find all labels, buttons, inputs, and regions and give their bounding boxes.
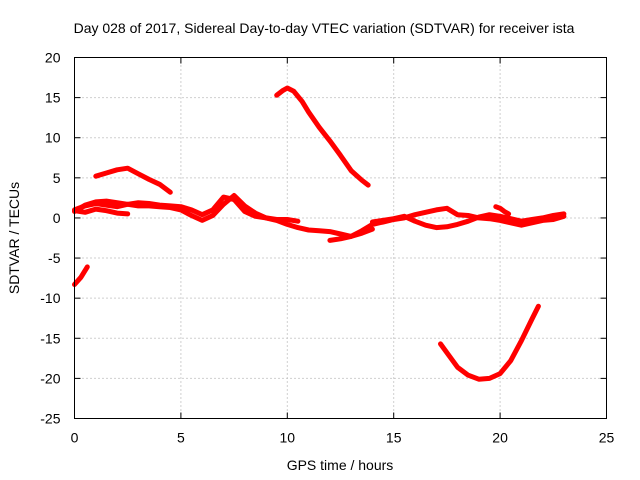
series-arc-10 — [438, 303, 541, 382]
y-tick-label: 10 — [45, 130, 61, 146]
grid — [74, 57, 607, 419]
x-tick-label: 25 — [599, 430, 615, 446]
x-tick-label: 15 — [386, 430, 402, 446]
y-tick-label: 15 — [45, 90, 61, 106]
series-arc-2 — [72, 193, 301, 224]
y-tick-label: -10 — [40, 290, 60, 306]
y-tick-label: -20 — [40, 370, 60, 386]
y-tick-label: -25 — [40, 411, 60, 427]
y-tick-label: 20 — [45, 50, 61, 66]
series-arc-3 — [72, 206, 131, 217]
series-arc-6 — [274, 85, 371, 188]
axes: 0 5 10 15 20 25 -25 -20 -15 -10 -5 0 5 10 15 20 — [40, 50, 614, 446]
y-tick-label: 5 — [53, 170, 61, 186]
x-tick-label: 20 — [492, 430, 508, 446]
series-arc-7 — [327, 205, 567, 243]
series-arc-4 — [93, 165, 173, 195]
x-tick-label: 10 — [280, 430, 296, 446]
y-tick-label: 0 — [53, 210, 61, 226]
plot-frame — [74, 57, 607, 419]
series-arc-5 — [72, 264, 90, 287]
x-tick-label: 5 — [177, 430, 185, 446]
series-arc-9 — [493, 204, 512, 217]
y-tick-label: -15 — [40, 330, 60, 346]
x-axis-label: GPS time / hours — [287, 457, 394, 473]
series-arc-8 — [369, 211, 567, 231]
y-axis-label: SDTVAR / TECUs — [6, 182, 22, 294]
plot-area — [72, 85, 567, 382]
x-tick-label: 0 — [71, 430, 79, 446]
y-tick-label: -5 — [48, 250, 61, 266]
chart-title: Day 028 of 2017, Sidereal Day-to-day VTE… — [74, 20, 575, 36]
